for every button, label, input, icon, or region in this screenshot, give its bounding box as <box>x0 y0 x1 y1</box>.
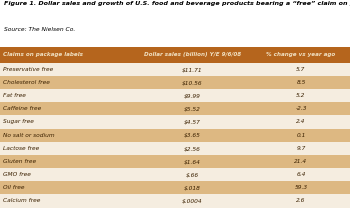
Text: 2.6: 2.6 <box>296 199 306 203</box>
Text: -2.3: -2.3 <box>295 106 307 111</box>
Bar <box>252 142 350 155</box>
Text: 8.5: 8.5 <box>296 80 306 85</box>
Bar <box>0 63 135 76</box>
Bar <box>0 155 135 168</box>
Text: No salt or sodium: No salt or sodium <box>3 133 55 138</box>
Text: Sugar free: Sugar free <box>3 120 34 124</box>
Bar <box>252 129 350 142</box>
Text: $.0004: $.0004 <box>182 199 203 203</box>
Text: 59.3: 59.3 <box>294 185 308 190</box>
Bar <box>135 168 252 181</box>
Text: 5.7: 5.7 <box>296 67 306 72</box>
Bar <box>0 115 135 129</box>
Text: 5.2: 5.2 <box>296 93 306 98</box>
Bar <box>252 115 350 129</box>
Bar <box>0 168 135 181</box>
Text: 21.4: 21.4 <box>294 159 308 164</box>
Bar <box>0 129 135 142</box>
Bar <box>135 142 252 155</box>
Text: $2.56: $2.56 <box>184 146 201 151</box>
Bar <box>0 181 135 194</box>
Text: Preservative free: Preservative free <box>3 67 53 72</box>
Text: Dollar sales (billion) Y/E 9/6/08: Dollar sales (billion) Y/E 9/6/08 <box>144 52 241 57</box>
Text: 0.1: 0.1 <box>296 133 306 138</box>
Bar <box>252 89 350 102</box>
Text: GMO free: GMO free <box>3 172 31 177</box>
Bar <box>252 194 350 208</box>
Bar <box>135 102 252 115</box>
Text: Claims on package labels: Claims on package labels <box>3 52 83 57</box>
Bar <box>252 168 350 181</box>
Bar <box>135 181 252 194</box>
Bar <box>0 76 135 89</box>
Text: 6.4: 6.4 <box>296 172 306 177</box>
Text: $5.52: $5.52 <box>184 106 201 111</box>
Text: 9.7: 9.7 <box>296 146 306 151</box>
Text: Oil free: Oil free <box>3 185 24 190</box>
Text: $11.71: $11.71 <box>182 67 203 72</box>
Bar <box>135 129 252 142</box>
Bar <box>252 63 350 76</box>
Bar <box>0 89 135 102</box>
Bar <box>135 194 252 208</box>
Text: Cholesterol free: Cholesterol free <box>3 80 50 85</box>
Bar <box>135 115 252 129</box>
Text: % change vs year ago: % change vs year ago <box>266 52 336 57</box>
Text: $1.64: $1.64 <box>184 159 201 164</box>
Bar <box>135 155 252 168</box>
Text: $.018: $.018 <box>184 185 201 190</box>
Bar <box>0 47 135 63</box>
Bar <box>252 102 350 115</box>
Bar <box>135 76 252 89</box>
Text: Caffeine free: Caffeine free <box>3 106 41 111</box>
Text: Lactose free: Lactose free <box>3 146 39 151</box>
Text: Source: The Nielsen Co.: Source: The Nielsen Co. <box>4 27 75 32</box>
Bar <box>0 102 135 115</box>
Text: Calcium free: Calcium free <box>3 199 40 203</box>
Bar <box>135 47 252 63</box>
Text: Gluten free: Gluten free <box>3 159 36 164</box>
Bar <box>0 142 135 155</box>
Text: $3.65: $3.65 <box>184 133 201 138</box>
Text: $9.99: $9.99 <box>184 93 201 98</box>
Bar <box>135 89 252 102</box>
Bar <box>252 155 350 168</box>
Text: $4.57: $4.57 <box>184 120 201 124</box>
Bar <box>252 47 350 63</box>
Bar <box>252 181 350 194</box>
Text: Figure 1. Dollar sales and growth of U.S. food and beverage products bearing a “: Figure 1. Dollar sales and growth of U.S… <box>4 1 350 6</box>
Text: $.66: $.66 <box>186 172 199 177</box>
Text: 2.4: 2.4 <box>296 120 306 124</box>
Bar <box>252 76 350 89</box>
Text: Fat free: Fat free <box>3 93 26 98</box>
Text: $10.56: $10.56 <box>182 80 203 85</box>
Bar <box>135 63 252 76</box>
Bar <box>0 194 135 208</box>
